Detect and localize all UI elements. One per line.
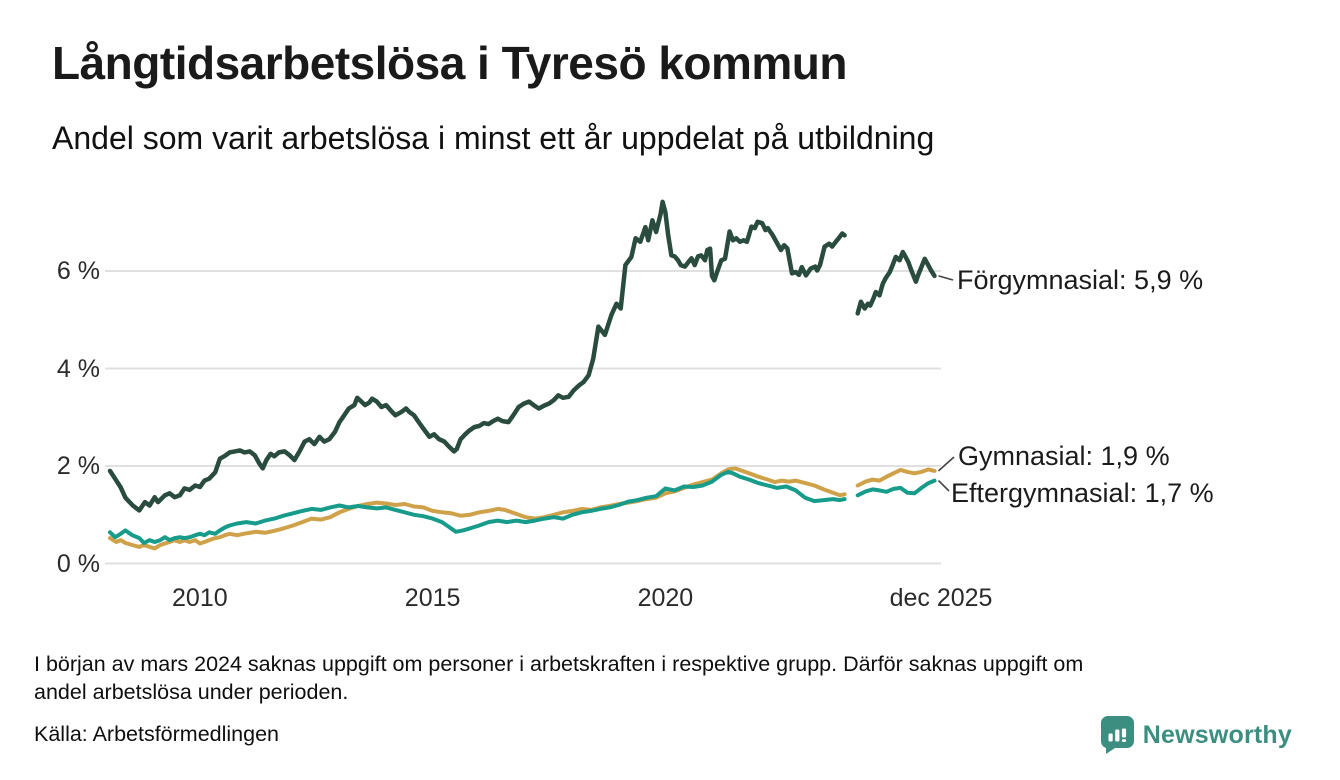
source-label: Källa: Arbetsförmedlingen [34,722,280,746]
footnote-line-2: andel arbetslösa under perioden. [34,680,349,704]
series-label-forgymnasial: Förgymnasial: 5,9 % [957,265,1204,295]
newsworthy-wordmark: Newsworthy [1142,720,1292,749]
series-lines [107,199,937,551]
series-label-gymnasial: Gymnasial: 1,9 % [958,441,1170,471]
series-line-eftergymnasial [108,469,847,545]
label-connector [937,480,950,492]
newsworthy-logo: Newsworthy [1100,716,1292,754]
footnote: I början av mars 2024 saknas uppgift om … [34,650,1083,706]
label-connector [938,275,954,281]
label-connector [937,456,955,472]
gridlines [105,270,941,565]
series-line-gymnasial [855,467,937,488]
series-line-gymnasial [108,466,847,551]
x-tick-label: 2010 [172,584,228,612]
chart-title: Långtidsarbetslösa i Tyresö kommun [52,37,848,89]
y-tick-label: 4 % [56,354,100,383]
label-connectors [937,275,955,492]
x-tick-label: 2015 [404,584,461,612]
x-tick-label: dec 2025 [889,584,993,612]
y-tick-label: 2 % [56,452,100,480]
series-line-eftergymnasial [855,478,937,498]
series-label-eftergymnasial: Eftergymnasial: 1,7 % [951,478,1214,508]
footnote-line-1: I början av mars 2024 saknas uppgift om … [34,652,1084,676]
series-line-förgymnasial [855,249,937,316]
chart-subtitle: Andel som varit arbetslösa i minst ett å… [52,120,935,156]
y-tick-label: 0 % [56,549,100,578]
newsworthy-icon [1100,716,1134,754]
series-line-förgymnasial [107,199,847,513]
x-tick-label: 2020 [637,584,694,612]
y-tick-label: 6 % [56,257,100,285]
